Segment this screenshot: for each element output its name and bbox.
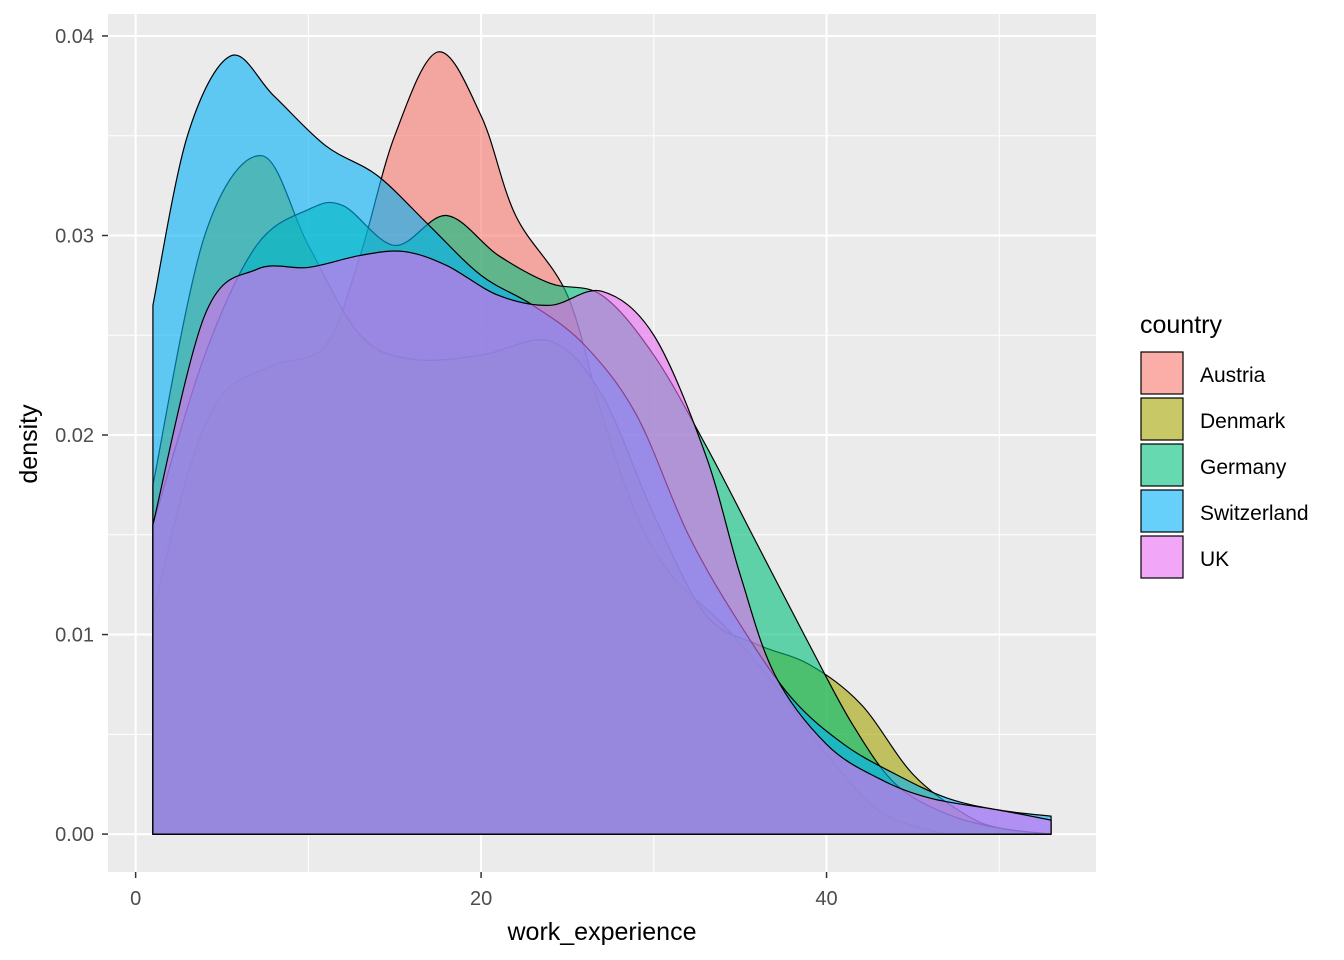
y-tick-label: 0.03 xyxy=(55,225,94,247)
legend-label: Germany xyxy=(1200,456,1287,479)
legend-key-germany xyxy=(1140,443,1184,487)
legend-label: Austria xyxy=(1200,364,1266,387)
legend-key-uk xyxy=(1140,535,1184,579)
y-tick-label: 0.02 xyxy=(55,425,94,447)
density-areas xyxy=(152,51,1052,835)
legend-label: Denmark xyxy=(1200,410,1286,433)
x-tick-label: 40 xyxy=(815,888,837,910)
legend-key-denmark xyxy=(1140,397,1184,441)
x-tick-label: 20 xyxy=(470,888,492,910)
density-area-uk xyxy=(152,250,1052,835)
legend-key-austria xyxy=(1140,351,1184,395)
y-tick-label: 0.00 xyxy=(55,824,94,846)
y-tick-label: 0.01 xyxy=(55,625,94,647)
x-axis-title: work_experience xyxy=(507,918,697,946)
y-tick-label: 0.04 xyxy=(55,26,94,48)
x-tick-label: 0 xyxy=(130,888,141,910)
legend-label: Switzerland xyxy=(1200,502,1309,525)
axes: 0 20 40 0.00 0.01 0.02 0.03 0.04 xyxy=(55,26,838,910)
legend-title: country xyxy=(1140,311,1222,339)
legend: Austria Denmark Germany Switzerland UK xyxy=(1140,351,1309,579)
y-axis-title: density xyxy=(15,404,43,484)
legend-label: UK xyxy=(1200,548,1229,571)
legend-key-switzerland xyxy=(1140,489,1184,533)
